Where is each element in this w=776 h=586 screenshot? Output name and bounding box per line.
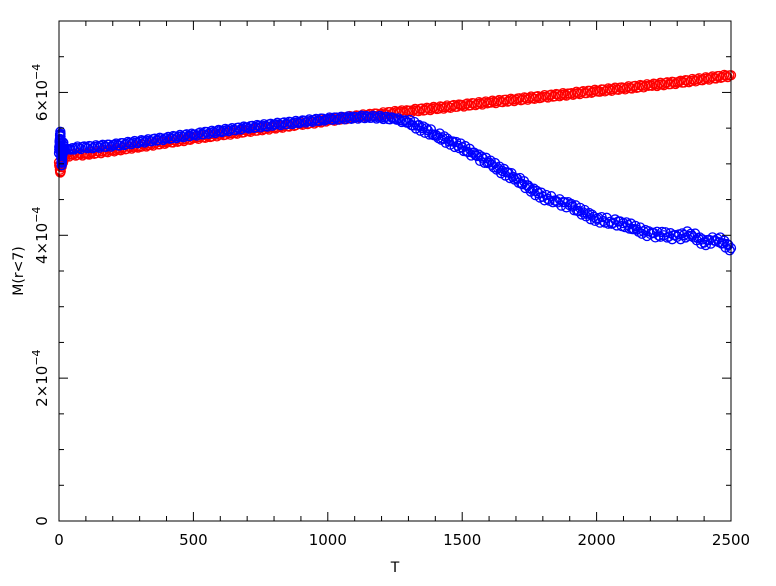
plot-frame <box>58 20 732 522</box>
y-tick-mantissa: 4×10 <box>33 223 51 264</box>
data-point <box>191 130 202 141</box>
data-point <box>705 238 716 249</box>
data-point <box>275 120 286 131</box>
data-point <box>479 157 490 168</box>
y-axis-label: M(r<7) <box>11 246 27 295</box>
data-point <box>704 74 715 85</box>
data-point <box>720 70 732 81</box>
x-tick-label: 1500 <box>443 531 481 549</box>
data-point <box>678 229 690 241</box>
y-tick-label: 0 <box>33 516 51 526</box>
data-point <box>223 126 234 137</box>
data-point <box>658 80 669 91</box>
data-point <box>488 162 499 173</box>
series-2 <box>53 110 737 256</box>
data-point <box>527 184 538 196</box>
data-point <box>683 230 695 242</box>
data-point <box>178 132 189 143</box>
data-point <box>626 83 638 94</box>
data-point <box>393 113 404 124</box>
data-point <box>559 197 570 208</box>
y-tick-exponent: −4 <box>30 349 43 365</box>
data-point <box>566 198 577 210</box>
data-point <box>424 129 435 140</box>
data-point <box>585 214 596 225</box>
x-tick-label: 0 <box>54 531 64 549</box>
data-point <box>243 123 254 134</box>
y-tick-mantissa: 2×10 <box>33 366 51 407</box>
data-point <box>542 92 554 103</box>
data-point <box>421 123 432 134</box>
data-point <box>476 151 487 162</box>
x-tick-label: 500 <box>179 531 208 549</box>
y-tick-exponent: −4 <box>30 64 43 80</box>
x-axis-label: T <box>390 560 400 576</box>
data-point <box>146 136 157 147</box>
y-tick-label: 4×10−4 <box>30 207 51 264</box>
x-tick-label: 2000 <box>578 531 616 549</box>
x-tick-label: 2500 <box>712 531 750 549</box>
data-point <box>531 185 543 197</box>
y-tick-label: 2×10−4 <box>30 349 51 406</box>
y-tick-mantissa: 0 <box>33 516 51 526</box>
data-point <box>724 245 735 256</box>
y-tick-mantissa: 6×10 <box>33 80 51 121</box>
data-point <box>452 140 463 151</box>
data-point <box>114 140 125 151</box>
data-point <box>497 96 508 108</box>
data-point <box>621 217 632 228</box>
data-point <box>413 106 424 117</box>
data-point <box>698 237 710 248</box>
data-point <box>723 239 734 251</box>
y-tick-label: 6×10−4 <box>30 64 51 121</box>
data-point <box>685 228 696 240</box>
data-point <box>700 239 711 251</box>
data-point <box>230 124 241 136</box>
marks-layer <box>53 69 737 256</box>
y-tick-exponent: −4 <box>30 207 43 223</box>
data-point <box>710 73 722 84</box>
data-point <box>445 102 456 114</box>
x-tick-label: 1000 <box>309 531 347 549</box>
